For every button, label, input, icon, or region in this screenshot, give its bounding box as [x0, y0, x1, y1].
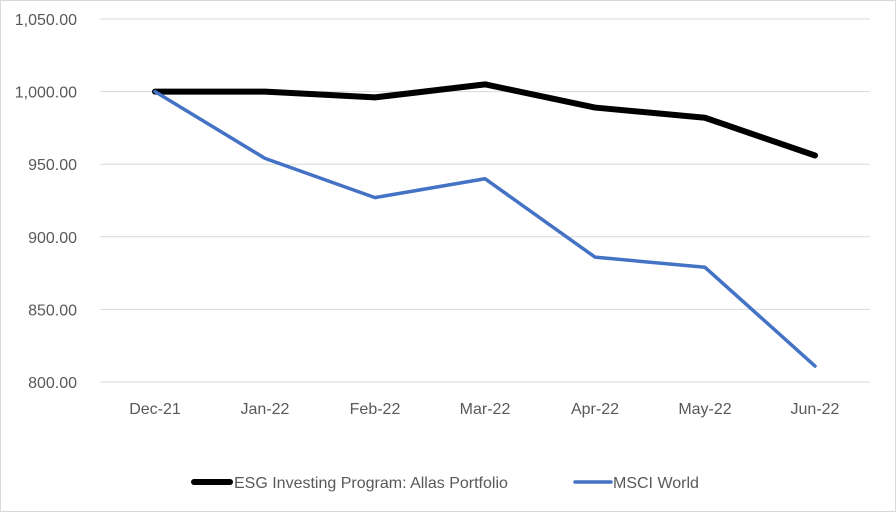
legend: ESG Investing Program: Allas Portfolio MS…: [191, 475, 699, 492]
legend-label: MSCI World: [613, 475, 699, 492]
x-tick-label: May-22: [678, 401, 731, 418]
series-line: [152, 81, 818, 159]
y-tick-label: 1,050.00: [15, 12, 77, 29]
y-tick-label: 800.00: [28, 375, 77, 392]
x-axis-ticks: Dec-21 Jan-22 Feb-22 Mar-22 Apr-22 May-22 Jun-…: [129, 401, 839, 418]
x-tick-label: Dec-21: [129, 401, 181, 418]
y-tick-label: 850.00: [28, 302, 77, 319]
series-line: [153, 89, 817, 368]
x-tick-label: Mar-22: [460, 401, 511, 418]
x-tick-label: Feb-22: [350, 401, 401, 418]
y-tick-label: 950.00: [28, 157, 77, 174]
y-axis-ticks: 800.00 850.00 900.00 950.00 1,000.00 1,050.00: [15, 12, 77, 392]
y-tick-label: 1,000.00: [15, 85, 77, 102]
x-tick-label: Jun-22: [791, 401, 840, 418]
y-tick-label: 900.00: [28, 230, 77, 247]
series-lines: [152, 81, 818, 368]
gridlines: [100, 18, 870, 383]
legend-label: ESG Investing Program: Allas Portfolio: [234, 475, 508, 492]
x-tick-label: Jan-22: [241, 401, 290, 418]
x-tick-label: Apr-22: [571, 401, 619, 418]
